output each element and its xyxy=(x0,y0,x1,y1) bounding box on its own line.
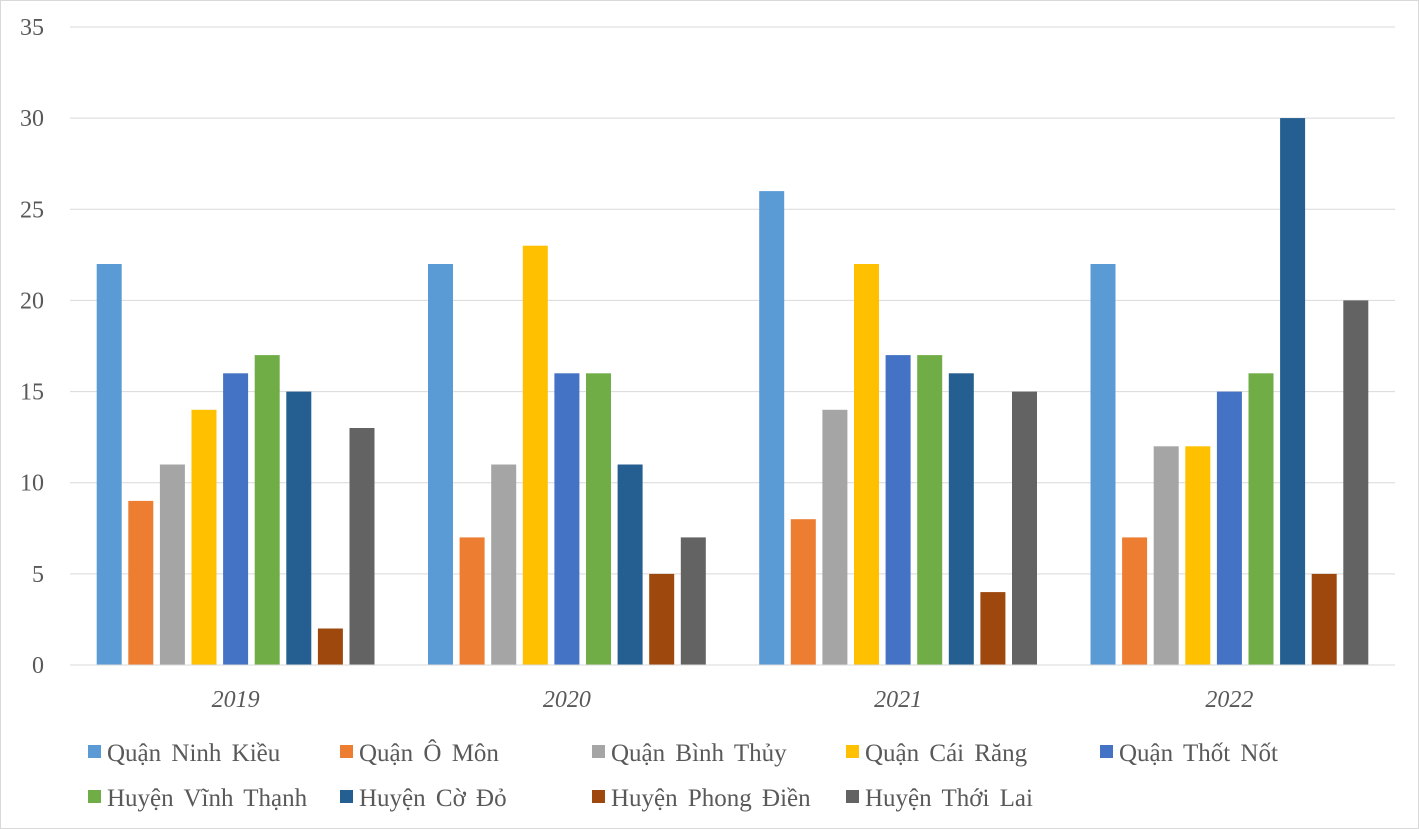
legend-label: Quận Ninh Kiều xyxy=(107,740,281,767)
bar xyxy=(1311,573,1337,665)
bar xyxy=(1248,373,1274,665)
legend-swatch xyxy=(592,745,605,758)
bar xyxy=(286,391,312,665)
bar xyxy=(491,464,517,665)
bar xyxy=(790,519,816,665)
bar xyxy=(159,464,185,665)
bar xyxy=(459,537,485,665)
bar xyxy=(1343,300,1369,665)
legend-label: Huyện Cờ Đỏ xyxy=(359,785,507,812)
bars xyxy=(96,118,1369,666)
bar xyxy=(254,355,280,665)
bar xyxy=(917,355,943,665)
y-tick-label: 0 xyxy=(32,653,44,679)
y-tick-label: 10 xyxy=(20,471,44,497)
y-tick-label: 15 xyxy=(20,380,44,406)
bar xyxy=(586,373,611,665)
x-tick-label: 2020 xyxy=(543,687,591,713)
legend-label: Huyện Phong Điền xyxy=(611,785,811,812)
legend-swatch xyxy=(846,745,859,758)
bar xyxy=(759,191,785,665)
bar xyxy=(885,355,911,665)
legend-label: Huyện Vĩnh Thạnh xyxy=(107,785,308,812)
legend-label: Quận Bình Thủy xyxy=(611,740,787,767)
bar xyxy=(1122,537,1148,665)
bar xyxy=(349,428,375,665)
bar xyxy=(854,264,879,665)
x-tick-label: 2021 xyxy=(874,687,922,713)
legend-swatch xyxy=(846,790,859,803)
bar xyxy=(1153,446,1179,665)
legend-swatch xyxy=(88,745,101,758)
y-tick-label: 35 xyxy=(20,15,44,41)
legend-swatch xyxy=(88,790,101,803)
bar xyxy=(980,592,1006,665)
bar xyxy=(680,537,706,665)
bar xyxy=(1185,446,1211,665)
x-tick-label: 2022 xyxy=(1205,687,1253,713)
bar xyxy=(522,245,548,665)
legend-label: Quận Ô Môn xyxy=(359,739,499,767)
bar xyxy=(317,628,343,665)
bar xyxy=(191,409,217,665)
legend-swatch xyxy=(592,790,605,803)
bar xyxy=(822,409,848,665)
x-axis: 2019 2020 2021 2022 xyxy=(70,664,1395,713)
bar xyxy=(948,373,974,665)
y-tick-label: 20 xyxy=(20,288,44,314)
bar xyxy=(1216,391,1242,665)
bar xyxy=(223,373,249,665)
legend-swatch xyxy=(340,745,353,758)
legend-swatch xyxy=(340,790,353,803)
bar xyxy=(1090,264,1116,665)
legend-label: Quận Cái Răng xyxy=(865,740,1028,767)
y-tick-label: 25 xyxy=(20,197,44,223)
bar xyxy=(428,264,453,665)
bar xyxy=(554,373,580,665)
y-tick-label: 5 xyxy=(32,562,44,588)
legend-swatch xyxy=(1100,745,1113,758)
legend-label: Huyện Thới Lai xyxy=(865,785,1033,812)
bar xyxy=(649,573,675,665)
bar xyxy=(617,464,643,665)
legend: Quận Ninh Kiều Quận Ô Môn Quận Bình Thủy Qu… xyxy=(88,739,1278,812)
y-axis-tick-labels: 0 5 10 15 20 25 30 35 xyxy=(20,15,44,679)
bar xyxy=(1280,118,1306,666)
bar xyxy=(96,264,122,665)
x-tick-label: 2019 xyxy=(212,687,260,713)
bar xyxy=(128,500,154,665)
y-tick-label: 30 xyxy=(20,106,44,132)
bar xyxy=(1012,391,1037,665)
legend-label: Quận Thốt Nốt xyxy=(1119,740,1278,767)
